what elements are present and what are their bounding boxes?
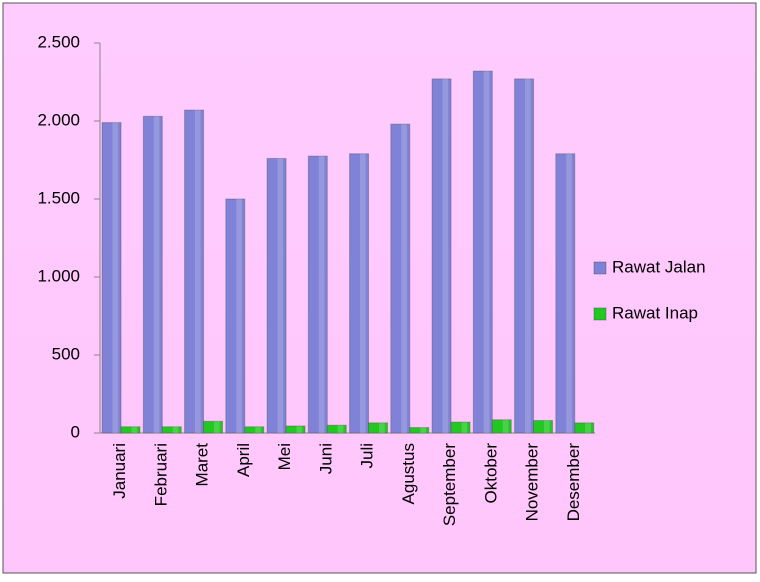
- bar-highlight: [255, 426, 261, 433]
- x-tick-label: Mei: [275, 443, 294, 470]
- x-tick-label: November: [523, 443, 542, 522]
- bar: [368, 422, 389, 434]
- y-tick-label: 2.500: [37, 32, 80, 51]
- bar: [244, 426, 265, 434]
- x-tick-label: Oktober: [481, 443, 500, 504]
- bar-highlight: [378, 422, 385, 433]
- x-tick-label: Juli: [358, 443, 377, 469]
- bar: [533, 420, 554, 434]
- x-tick-label: Agustus: [399, 443, 418, 504]
- bar-highlight: [318, 156, 325, 433]
- bar: [266, 157, 287, 434]
- bar: [161, 426, 182, 434]
- bar-highlight: [566, 153, 572, 433]
- bar: [491, 419, 512, 434]
- bar-highlight: [524, 78, 531, 433]
- bar: [285, 425, 306, 434]
- bar: [101, 122, 122, 434]
- y-tick-label: 1.500: [37, 188, 80, 207]
- bar: [225, 198, 246, 434]
- bar-highlight: [502, 419, 509, 433]
- y-tick-label: 1.000: [37, 266, 80, 285]
- bar-highlight: [359, 153, 366, 433]
- bar: [409, 427, 430, 434]
- bar-highlight: [401, 124, 407, 434]
- y-tick-label: 500: [52, 344, 80, 363]
- x-tick-label: Februari: [151, 443, 170, 506]
- chart-background: [2, 2, 757, 574]
- bar-highlight: [543, 420, 550, 433]
- bar: [203, 420, 224, 434]
- bar: [390, 123, 411, 434]
- x-tick-label: September: [440, 443, 459, 526]
- legend-label: Rawat Inap: [612, 303, 698, 322]
- legend-swatch: [593, 261, 607, 275]
- bar: [555, 153, 576, 434]
- bar-highlight: [112, 122, 119, 433]
- bar-highlight: [461, 422, 468, 433]
- bar-highlight: [153, 116, 160, 433]
- y-tick-label: 2.000: [37, 110, 80, 129]
- bar: [142, 115, 163, 434]
- bar: [450, 421, 471, 434]
- bar-highlight: [172, 426, 179, 433]
- bar-highlight: [277, 158, 284, 433]
- x-tick-label: Desember: [564, 443, 583, 522]
- bar: [307, 155, 328, 434]
- legend-swatch: [593, 307, 607, 321]
- bar-highlight: [483, 71, 490, 433]
- bar: [431, 78, 452, 434]
- bar: [326, 424, 347, 434]
- x-tick-label: Januari: [110, 443, 129, 499]
- bar-highlight: [337, 425, 344, 433]
- bar: [184, 109, 205, 434]
- bar-highlight: [420, 427, 426, 433]
- bar: [514, 78, 535, 434]
- x-tick-label: Juni: [316, 443, 335, 474]
- bar-highlight: [296, 425, 303, 433]
- bar: [349, 153, 370, 434]
- bar-highlight: [585, 422, 591, 433]
- bar: [120, 426, 141, 434]
- bar-highlight: [131, 426, 138, 433]
- bar-highlight: [236, 199, 242, 433]
- bar: [472, 70, 493, 434]
- legend-label: Rawat Jalan: [612, 257, 706, 276]
- bar-highlight: [442, 78, 449, 433]
- bar: [574, 422, 595, 434]
- bar-highlight: [213, 421, 220, 433]
- x-tick-label: Maret: [193, 443, 212, 487]
- bar-highlight: [194, 110, 201, 433]
- x-tick-label: April: [234, 443, 253, 477]
- y-tick-label: 0: [71, 422, 80, 441]
